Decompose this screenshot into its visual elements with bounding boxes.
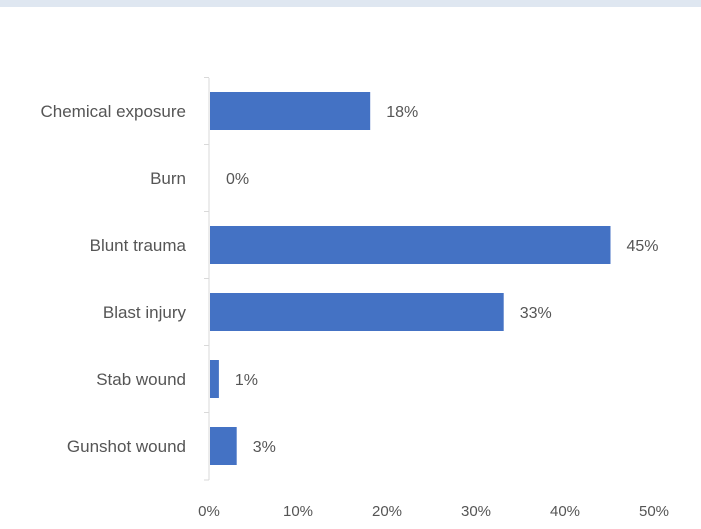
x-axis-ticks: 0% 10% 20% 30% 40% 50%: [198, 503, 669, 520]
x-tick-label: 10%: [283, 503, 313, 520]
category-labels: Chemical exposure Burn Blunt trauma Blast i…: [40, 102, 186, 456]
x-tick-label: 30%: [461, 503, 491, 520]
bar-gunshot-wound: [210, 427, 237, 465]
category-label: Gunshot wound: [67, 437, 186, 456]
category-label: Blast injury: [103, 303, 187, 322]
bars: [204, 77, 611, 481]
bar-stab-wound: [210, 360, 219, 398]
x-tick-label: 50%: [639, 503, 669, 520]
value-label: 33%: [520, 305, 552, 322]
value-label: 0%: [226, 171, 249, 188]
value-labels: 18% 0% 45% 33% 1% 3%: [226, 104, 659, 456]
category-label: Chemical exposure: [40, 102, 186, 121]
bar-chemical-exposure: [210, 92, 371, 130]
top-frame-strip: [0, 0, 701, 7]
x-tick-label: 40%: [550, 503, 580, 520]
category-label: Burn: [150, 169, 186, 188]
category-label: Blunt trauma: [90, 236, 187, 255]
value-label: 3%: [253, 439, 276, 456]
x-tick-label: 20%: [372, 503, 402, 520]
x-tick-label: 0%: [198, 503, 220, 520]
value-label: 45%: [627, 238, 659, 255]
value-label: 18%: [386, 104, 418, 121]
value-label: 1%: [235, 372, 258, 389]
category-label: Stab wound: [96, 370, 186, 389]
bar-blast-injury: [210, 293, 504, 331]
bar-blunt-trauma: [210, 226, 611, 264]
